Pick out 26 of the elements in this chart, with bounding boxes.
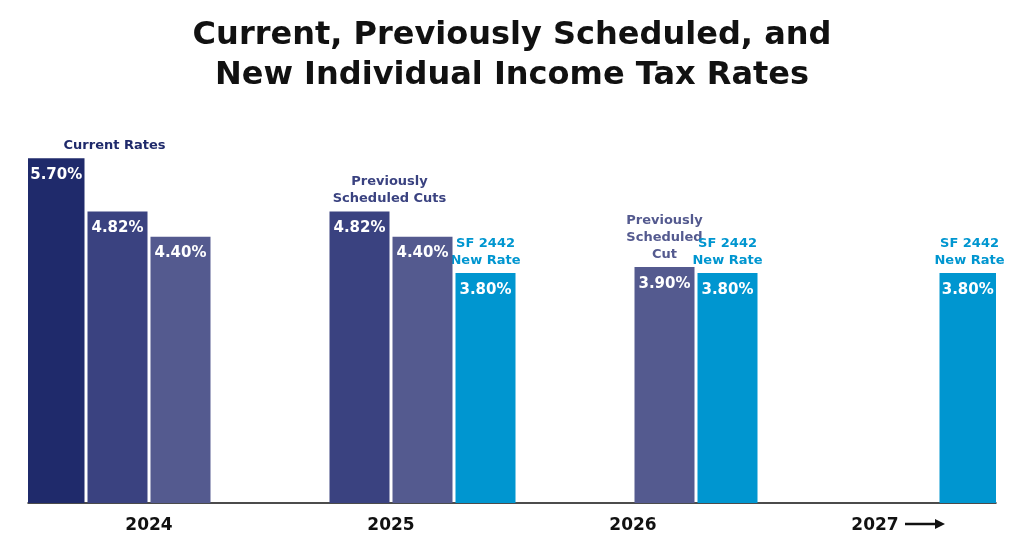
data-label: 4.40% (154, 243, 207, 262)
data-label: 5.70% (30, 164, 83, 183)
data-label: 3.80% (941, 279, 994, 298)
data-label: 4.40% (396, 243, 449, 262)
x-tick-label: 2027 (851, 513, 899, 534)
bar (634, 267, 695, 503)
annotation: Previously Scheduled Cuts (332, 173, 447, 206)
bar (150, 236, 211, 503)
data-label: 3.80% (701, 279, 754, 298)
bar (329, 211, 390, 503)
x-tick-label: 2026 (609, 513, 657, 534)
bar (455, 273, 516, 503)
x-tick-label: 2024 (125, 513, 173, 534)
text: Current Rates (63, 137, 166, 153)
x-tick-label: 2025 (367, 513, 415, 534)
data-label: 4.82% (333, 217, 386, 236)
chart-title: Current, Previously Scheduled, and New Individual Income Tax Rates (192, 14, 832, 92)
data-label: 3.90% (638, 273, 691, 292)
bar (28, 158, 85, 503)
data-label: 3.80% (459, 279, 512, 298)
bar (392, 236, 453, 503)
annotation: SF 2442 New Rate (934, 235, 1005, 268)
bar (697, 273, 758, 503)
data-label: 4.82% (91, 217, 144, 236)
annotation: SF 2442 New Rate (450, 235, 521, 268)
bar (87, 211, 148, 503)
